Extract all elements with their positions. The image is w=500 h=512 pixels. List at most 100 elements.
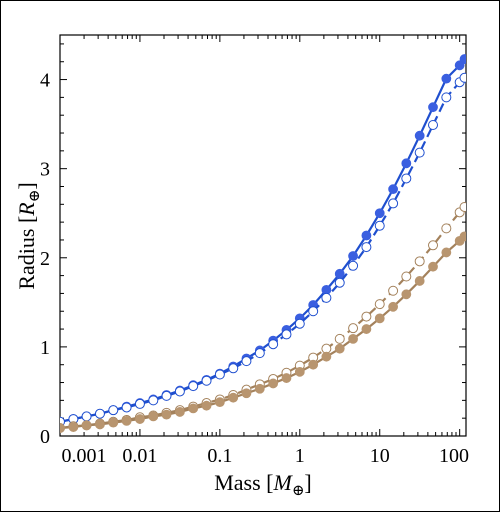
data-point: [348, 251, 358, 261]
data-point: [95, 419, 105, 430]
data-point: [374, 208, 385, 219]
data-point: [334, 277, 345, 288]
data-point: [441, 247, 452, 258]
y-tick-label: 2: [40, 248, 50, 270]
data-point: [428, 240, 439, 251]
data-point: [294, 366, 305, 377]
data-point: [459, 201, 466, 212]
data-point: [361, 311, 372, 322]
data-point: [459, 231, 466, 242]
data-point: [134, 398, 145, 409]
data-point: [374, 313, 385, 324]
y-tick-label: 3: [40, 159, 50, 181]
plot-area: [59, 34, 467, 437]
data-point: [459, 54, 466, 64]
data-point: [414, 130, 425, 141]
series-layer: [60, 54, 466, 433]
data-point: [348, 333, 358, 344]
data-point: [401, 289, 412, 300]
data-point: [441, 92, 452, 103]
data-point: [348, 323, 359, 334]
data-point: [161, 409, 172, 420]
y-axis-title: Radius [R⊕]: [14, 182, 43, 289]
x-tick-label: 0.01: [122, 445, 157, 467]
data-point: [214, 369, 225, 380]
x-tick-label: 0.1: [207, 445, 232, 467]
series-line: [60, 206, 466, 430]
data-point: [334, 333, 345, 344]
data-point: [321, 292, 332, 303]
data-point: [308, 359, 319, 370]
data-point: [441, 223, 452, 234]
data-point: [348, 260, 359, 271]
y-tick-label: 0: [40, 426, 50, 448]
data-point: [81, 411, 92, 422]
x-tick-label: 0.001: [62, 445, 107, 467]
data-point: [414, 276, 425, 286]
data-point: [388, 301, 399, 312]
data-point: [401, 158, 412, 169]
data-point: [201, 375, 212, 386]
data-point: [148, 411, 159, 422]
data-point: [268, 378, 279, 389]
data-point: [188, 403, 199, 414]
data-point: [428, 261, 438, 272]
data-point: [334, 343, 345, 354]
data-point: [214, 397, 225, 408]
data-point: [441, 73, 452, 84]
data-point: [388, 198, 399, 209]
data-point: [241, 388, 252, 399]
data-point: [401, 271, 412, 282]
x-axis-title: Mass [M⊕]: [214, 470, 312, 499]
data-point: [374, 220, 385, 231]
series-line: [60, 235, 466, 430]
data-point: [268, 339, 279, 350]
x-tick-label: 10: [370, 445, 390, 467]
data-point: [135, 414, 145, 424]
data-point: [241, 356, 252, 367]
data-point: [308, 306, 319, 317]
data-point: [121, 415, 132, 426]
data-point: [414, 256, 425, 267]
data-point: [81, 420, 92, 431]
data-point: [459, 72, 466, 83]
data-point: [148, 395, 159, 406]
data-point: [388, 184, 399, 195]
data-point: [321, 351, 332, 362]
data-point: [374, 299, 385, 310]
data-point: [94, 408, 105, 419]
data-point: [254, 383, 265, 394]
data-point: [428, 102, 438, 113]
data-point: [68, 422, 79, 432]
x-tick-label: 100: [439, 445, 469, 467]
data-point: [388, 285, 399, 296]
y-tick-label: 1: [40, 337, 50, 359]
data-point: [428, 120, 439, 130]
data-point: [60, 423, 65, 433]
series-2: [60, 72, 466, 427]
data-point: [414, 147, 425, 158]
data-point: [294, 318, 305, 329]
series-3: [60, 201, 466, 433]
data-point: [174, 386, 185, 397]
y-tick-label: 4: [40, 70, 50, 92]
data-point: [228, 363, 239, 374]
data-point: [254, 348, 265, 359]
data-point: [201, 400, 212, 411]
data-point: [188, 381, 199, 392]
series-4: [60, 231, 466, 433]
data-point: [174, 407, 185, 417]
series-line: [60, 58, 466, 423]
data-point: [108, 417, 119, 428]
axis-ticks: [59, 35, 466, 437]
data-point: [108, 405, 119, 416]
data-point: [401, 173, 412, 184]
data-point: [361, 242, 372, 253]
data-point: [228, 392, 239, 403]
series-1: [60, 54, 466, 427]
data-point: [281, 329, 292, 340]
series-line: [60, 76, 466, 423]
x-tick-label: 1: [295, 445, 305, 467]
tick-labels: 0.001 0.01 0.1 1 10 100 0 1 2 3 4: [40, 70, 469, 467]
